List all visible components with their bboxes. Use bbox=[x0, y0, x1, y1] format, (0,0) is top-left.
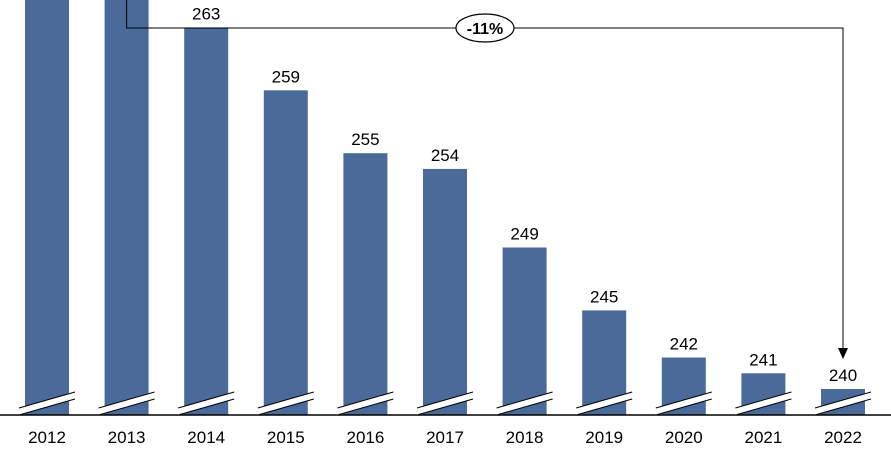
axis-break-2015 bbox=[257, 391, 314, 416]
axis-break-2016 bbox=[337, 391, 394, 416]
x-tick-2019: 2019 bbox=[585, 428, 623, 447]
x-tick-2014: 2014 bbox=[187, 428, 225, 447]
x-tick-2012: 2012 bbox=[28, 428, 66, 447]
value-label-2017: 254 bbox=[431, 146, 459, 165]
value-label-2014: 263 bbox=[192, 4, 220, 23]
bars-group bbox=[25, 0, 865, 416]
x-tick-2021: 2021 bbox=[744, 428, 782, 447]
x-tick-2020: 2020 bbox=[665, 428, 703, 447]
callout-arrowhead bbox=[838, 348, 848, 359]
value-label-2015: 259 bbox=[272, 67, 300, 86]
x-tick-2017: 2017 bbox=[426, 428, 464, 447]
value-label-2018: 249 bbox=[510, 225, 538, 244]
bar-2014 bbox=[184, 27, 229, 415]
x-tick-labels-group: 2012 2013 2014 2015 2016 2017 2018 2019 2020 2021… bbox=[28, 428, 862, 447]
bar-2013 bbox=[104, 0, 149, 416]
x-tick-2015: 2015 bbox=[267, 428, 305, 447]
callout-bracket-line bbox=[126, 0, 844, 349]
axis-break-2013 bbox=[98, 391, 155, 416]
value-label-2016: 255 bbox=[351, 130, 379, 149]
value-labels-group: 265269263259255254249245242241240 bbox=[192, 4, 857, 385]
value-label-2022: 240 bbox=[829, 366, 857, 385]
axis-breaks-group bbox=[18, 391, 872, 416]
axis-break-2019 bbox=[576, 391, 633, 416]
x-tick-2013: 2013 bbox=[108, 428, 146, 447]
bar-2016 bbox=[343, 153, 388, 415]
value-label-2021: 241 bbox=[749, 350, 777, 369]
bar-2012 bbox=[25, 0, 69, 415]
change-callout: -11% bbox=[126, 0, 848, 359]
axis-break-2021 bbox=[735, 391, 792, 416]
axis-break-2014 bbox=[178, 391, 235, 416]
value-label-2020: 242 bbox=[670, 335, 698, 354]
x-tick-2016: 2016 bbox=[346, 428, 384, 447]
axis-break-2017 bbox=[416, 391, 474, 416]
x-tick-2018: 2018 bbox=[506, 428, 544, 447]
bar-2017 bbox=[423, 168, 467, 415]
value-label-2019: 245 bbox=[590, 287, 618, 306]
axis-break-2018 bbox=[496, 391, 553, 416]
callout-label: -11% bbox=[467, 21, 503, 38]
x-tick-2022: 2022 bbox=[824, 428, 862, 447]
callout-oval bbox=[455, 13, 515, 43]
axis-break-2012 bbox=[18, 391, 76, 416]
axis-break-2022 bbox=[814, 391, 872, 416]
bar-2015 bbox=[263, 90, 308, 415]
bar-2018 bbox=[502, 247, 547, 415]
axis-break-2020 bbox=[655, 391, 712, 416]
